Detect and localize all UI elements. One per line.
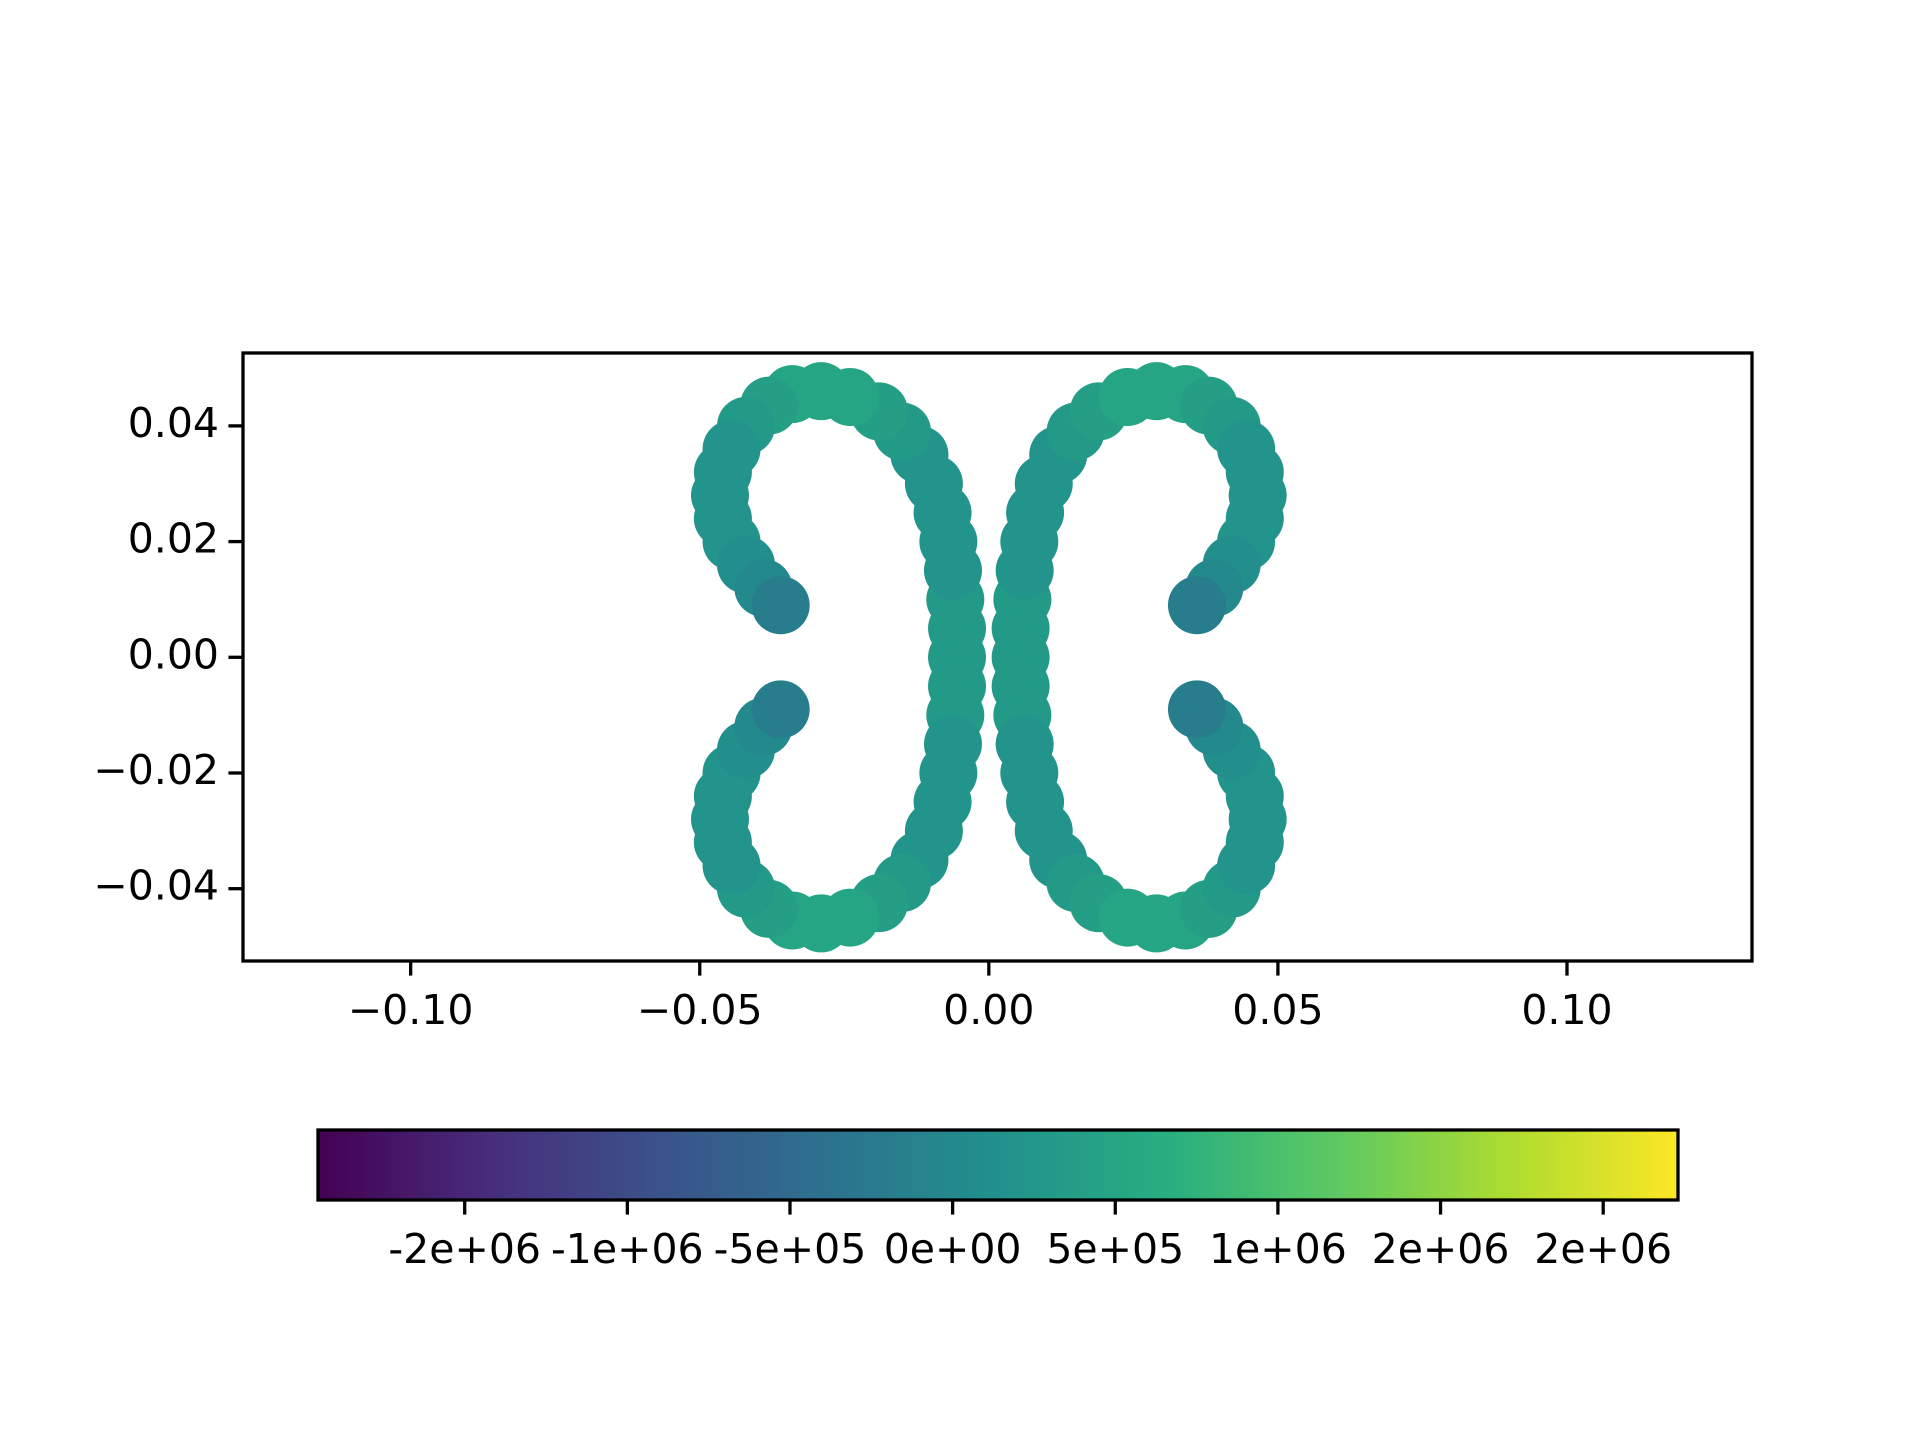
colorbar-tick-label: 1e+06 xyxy=(1209,1225,1347,1273)
colorbar-tick-label: 0e+00 xyxy=(884,1225,1022,1273)
colorbar-tick-label: 2e+06 xyxy=(1534,1225,1672,1273)
scatter-point xyxy=(751,680,810,739)
colorbar-tick-label: -1e+06 xyxy=(551,1225,704,1273)
scatter-point xyxy=(1167,680,1226,739)
plot-area xyxy=(690,362,1287,953)
x-tick-label: 0.00 xyxy=(943,986,1034,1034)
y-tick-label: 0.02 xyxy=(128,515,219,563)
colorbar-tick-label: 5e+05 xyxy=(1046,1225,1184,1273)
colorbar-tick-label: -5e+05 xyxy=(714,1225,867,1273)
colorbar-tick-label: 2e+06 xyxy=(1372,1225,1510,1273)
y-tick-label: 0.00 xyxy=(128,630,219,678)
y-tick-label: −0.02 xyxy=(93,746,219,794)
y-tick-label: 0.04 xyxy=(128,399,219,447)
x-tick-label: −0.05 xyxy=(637,986,763,1034)
y-tick-label: −0.04 xyxy=(93,862,219,910)
colorbar xyxy=(316,1128,1680,1202)
scatter-point xyxy=(1167,576,1226,635)
colorbar-tick-label: -2e+06 xyxy=(388,1225,541,1273)
x-tick-label: 0.10 xyxy=(1521,986,1612,1034)
scatter-point xyxy=(751,576,810,635)
x-tick-label: 0.05 xyxy=(1232,986,1323,1034)
x-tick-label: −0.10 xyxy=(348,986,474,1034)
